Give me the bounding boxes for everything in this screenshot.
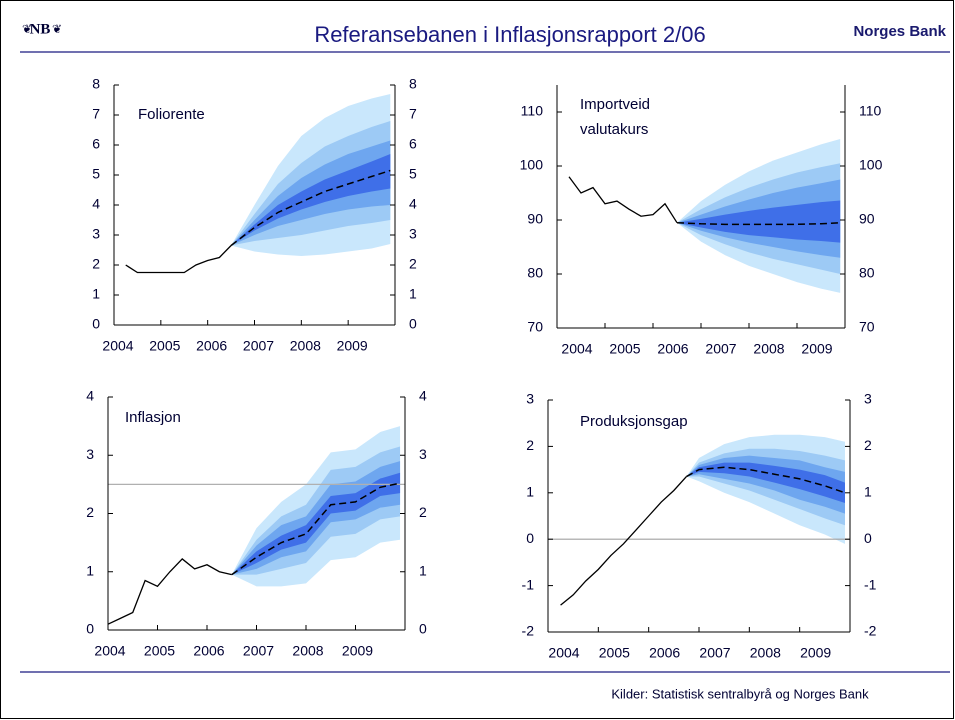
x-tick-label: 2007	[699, 645, 730, 661]
x-tick-label: 2008	[753, 341, 784, 357]
y2-tick-label: -1	[864, 576, 877, 592]
y-tick-label: 100	[520, 157, 544, 173]
y2-tick-label: 8	[409, 76, 417, 92]
y-tick-label: 2	[526, 437, 534, 453]
y-tick-label: 1	[92, 286, 100, 302]
x-tick-label: 2009	[342, 643, 373, 659]
y-tick-label: 110	[521, 103, 544, 119]
y2-tick-label: 100	[859, 157, 883, 173]
x-tick-label: 2006	[196, 338, 227, 354]
x-tick-label: 2005	[149, 338, 180, 354]
y-tick-label: -2	[522, 623, 535, 639]
chart-title: Foliorente	[138, 106, 205, 123]
fan-band	[231, 154, 391, 246]
x-tick-label: 2004	[94, 643, 125, 659]
y2-tick-label: 2	[409, 256, 417, 272]
y-tick-label: 0	[526, 530, 534, 546]
x-tick-label: 2004	[548, 645, 579, 661]
history-line	[125, 245, 232, 274]
y-tick-label: -1	[522, 576, 535, 592]
y2-tick-label: 3	[419, 446, 427, 462]
y2-tick-label: 1	[409, 286, 417, 302]
y2-tick-label: 2	[864, 437, 872, 453]
y-tick-label: 0	[92, 316, 100, 332]
y2-tick-label: 5	[409, 166, 417, 182]
history-line	[107, 558, 232, 625]
x-tick-label: 2007	[705, 341, 736, 357]
y-tick-label: 1	[526, 484, 534, 500]
logo-ornament: ❦	[22, 22, 32, 36]
y-tick-label: 2	[92, 256, 100, 272]
source: Kilder: Statistisk sentralbyrå og Norges…	[611, 686, 869, 701]
x-tick-label: 2005	[609, 341, 640, 357]
x-tick-label: 2008	[750, 645, 781, 661]
x-tick-label: 2006	[657, 341, 688, 357]
y2-tick-label: 70	[859, 319, 875, 335]
x-tick-label: 2005	[144, 643, 175, 659]
y2-tick-label: 4	[409, 196, 417, 212]
fan-band	[231, 472, 401, 575]
y-tick-label: 90	[527, 211, 543, 227]
fan-band	[686, 462, 845, 504]
y2-tick-label: 0	[419, 621, 427, 637]
y2-tick-label: 7	[409, 106, 417, 122]
y2-tick-label: 80	[859, 265, 875, 281]
y2-tick-label: 3	[864, 391, 872, 407]
y-tick-label: 70	[527, 319, 543, 335]
y-tick-label: 4	[92, 196, 100, 212]
x-tick-label: 2009	[801, 341, 832, 357]
y2-tick-label: 90	[859, 211, 875, 227]
y2-tick-label: 4	[419, 388, 427, 404]
x-tick-label: 2004	[102, 338, 133, 354]
logo-ornament: ❦	[52, 22, 62, 36]
median-line	[676, 221, 841, 226]
y-tick-label: 4	[86, 388, 94, 404]
y-tick-label: 3	[526, 391, 534, 407]
x-tick-label: 2008	[290, 338, 321, 354]
y2-tick-label: 3	[409, 226, 417, 242]
chart-title: valutakurs	[580, 121, 648, 138]
fan-band	[677, 200, 841, 243]
y2-tick-label: 1	[419, 562, 427, 578]
history-line	[560, 476, 687, 606]
x-tick-label: 2007	[243, 338, 274, 354]
y-tick-label: 5	[92, 166, 100, 182]
history-line	[568, 176, 678, 224]
y-tick-label: 0	[86, 621, 94, 637]
brand: Norges Bank	[853, 23, 946, 40]
logo: NB	[30, 21, 51, 37]
y2-tick-label: 110	[859, 103, 882, 119]
y-tick-label: 3	[92, 226, 100, 242]
y2-tick-label: 0	[409, 316, 417, 332]
y-tick-label: 7	[92, 106, 100, 122]
y2-tick-label: 0	[864, 530, 872, 546]
x-tick-label: 2009	[800, 645, 831, 661]
x-tick-label: 2006	[193, 643, 224, 659]
y2-tick-label: 6	[409, 136, 417, 152]
y-tick-label: 1	[86, 562, 94, 578]
x-tick-label: 2006	[649, 645, 680, 661]
x-tick-label: 2004	[561, 341, 592, 357]
y-tick-label: 80	[527, 265, 543, 281]
y-tick-label: 3	[86, 446, 94, 462]
y2-tick-label: 1	[864, 484, 872, 500]
x-tick-label: 2008	[292, 643, 323, 659]
chart-title: Produksjonsgap	[580, 413, 688, 430]
chart-title: Importveid	[580, 96, 650, 113]
y-tick-label: 2	[86, 504, 94, 520]
median-line	[686, 466, 846, 494]
median-line	[231, 482, 401, 576]
y-tick-label: 6	[92, 136, 100, 152]
y2-tick-label: -2	[864, 623, 877, 639]
x-tick-label: 2009	[337, 338, 368, 354]
median-line	[230, 169, 391, 247]
y-tick-label: 8	[92, 76, 100, 92]
chart-title: Inflasjon	[125, 409, 181, 426]
x-tick-label: 2005	[599, 645, 630, 661]
x-tick-label: 2007	[243, 643, 274, 659]
slide-title: Referansebanen i Inflasjonsrapport 2/06	[314, 22, 705, 47]
y2-tick-label: 2	[419, 504, 427, 520]
